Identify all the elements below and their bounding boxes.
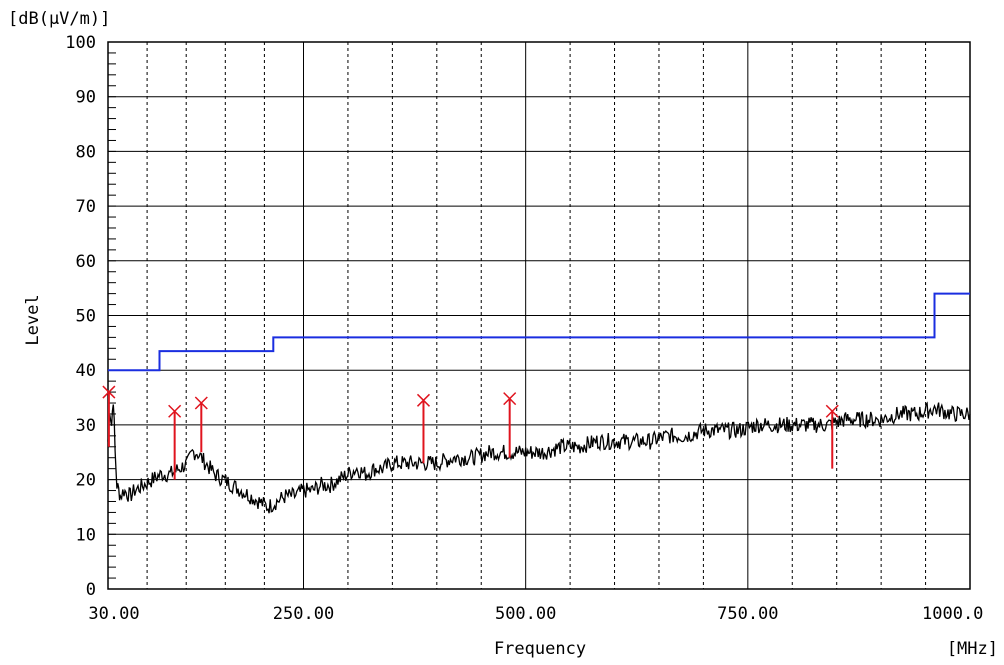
x-tick-label: 750.00 xyxy=(717,604,778,624)
y-tick-label: 10 xyxy=(76,525,96,545)
y-tick-label: 30 xyxy=(76,416,96,436)
peak-marker-x xyxy=(416,393,431,407)
x-axis-label: Frequency xyxy=(494,639,586,659)
y-tick-label: 90 xyxy=(76,88,96,108)
peak-marker-x xyxy=(102,385,116,399)
x-tick-label: 500.00 xyxy=(495,604,556,624)
y-unit-label: [dB(μV/m)] xyxy=(8,9,110,29)
y-tick-labels: 0 10 20 30 40 50 60 70 80 90 100 xyxy=(65,33,96,600)
trace-series-line xyxy=(107,401,971,514)
x-tick-label: 250.00 xyxy=(273,604,334,624)
y-tick-label: 0 xyxy=(86,580,96,600)
y-tick-label: 80 xyxy=(76,142,96,162)
grid xyxy=(108,42,970,589)
limit-line xyxy=(108,292,970,372)
trace-line xyxy=(107,401,971,514)
x-tick-label: 1000.0 xyxy=(922,604,983,624)
y-tick-label: 20 xyxy=(76,471,96,491)
y-tick-label: 100 xyxy=(65,33,96,53)
x-tick-labels: 30.00 250.00 500.00 750.00 1000.0 xyxy=(88,604,983,624)
peak-marker-x xyxy=(825,404,839,418)
peak-marker-x xyxy=(168,404,182,418)
x-tick-label: 30.00 xyxy=(88,604,139,624)
peak-marker-x xyxy=(503,392,517,406)
y-tick-label: 50 xyxy=(76,307,96,327)
y-axis-label: Level xyxy=(23,294,43,345)
limit-series-line xyxy=(108,292,970,372)
x-unit-label: [MHz] xyxy=(947,639,998,659)
y-tick-label: 60 xyxy=(76,252,96,272)
peak-marker-x xyxy=(194,396,208,410)
y-tick-label: 40 xyxy=(76,361,96,381)
y-tick-label: 70 xyxy=(76,197,96,217)
peak-markers xyxy=(102,385,839,480)
